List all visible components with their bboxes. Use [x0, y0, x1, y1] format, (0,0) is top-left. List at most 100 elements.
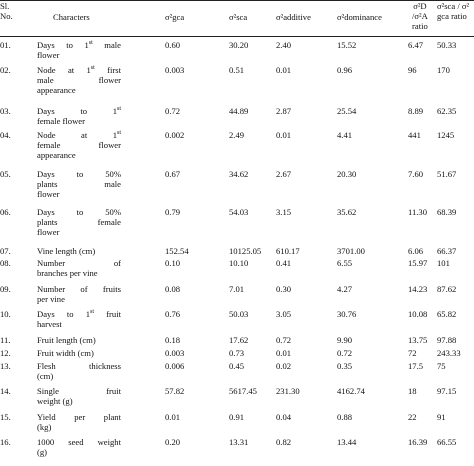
cell-characters-line: Number of fruits [37, 284, 121, 294]
cell-sca: 54.03 [229, 207, 249, 217]
cell-characters: Days to 1st female flower [37, 106, 121, 126]
cell-gca: 0.72 [165, 106, 181, 116]
cell-characters-line: appearance [37, 85, 76, 96]
cell-gca: 0.01 [165, 412, 181, 422]
cell-characters: Vine length (cm) [37, 246, 95, 256]
cell-ratio-da: 72 [408, 348, 417, 358]
cell-characters-line: Yield per plant [37, 412, 121, 422]
cell-dominance: 15.52 [337, 40, 357, 50]
cell-characters-line: (cm) [37, 371, 54, 382]
cell-characters: Number of branches per vine [37, 258, 121, 278]
cell-characters-line: Number of [37, 258, 121, 268]
cell-sca: 0.45 [229, 361, 245, 371]
cell-sca: 7.01 [229, 284, 245, 294]
cell-ratio-sca-gca: 66.55 [437, 437, 457, 447]
col-header-sl-line: No. [0, 11, 13, 22]
cell-additive: 0.82 [276, 437, 292, 447]
cell-characters-line: Days to 1st [37, 106, 121, 116]
cell-ratio-sca-gca: 97.15 [437, 386, 457, 396]
cell-dominance: 3701.00 [337, 246, 365, 256]
cell-characters-line: appearance [37, 150, 76, 161]
cell-dominance: 6.55 [337, 258, 353, 268]
cell-additive: 0.30 [276, 284, 292, 294]
cell-additive: 0.01 [276, 65, 292, 75]
cell-sl: 12. [0, 348, 11, 358]
cell-characters-line: Vine length (cm) [37, 246, 96, 256]
cell-ratio-da: 96 [408, 65, 417, 75]
cell-additive: 2.67 [276, 169, 292, 179]
cell-characters: Number of fruits per vine [37, 284, 121, 304]
cell-dominance: 25.54 [337, 106, 357, 116]
cell-sl: 16. [0, 437, 11, 447]
col-header-characters: Characters [53, 12, 90, 22]
cell-dominance: 13.44 [337, 437, 357, 447]
cell-additive: 231.30 [276, 386, 300, 396]
cell-characters-line: Fruit width (cm) [37, 348, 94, 358]
cell-ratio-da: 6.06 [408, 246, 424, 256]
cell-sca: 44.89 [229, 106, 249, 116]
cell-sca: 10125.05 [229, 246, 262, 256]
cell-characters: Fruit width (cm) [37, 348, 94, 358]
cell-gca: 0.79 [165, 207, 181, 217]
header-bottom-rule [0, 36, 474, 37]
cell-gca: 0.76 [165, 309, 181, 319]
cell-gca: 0.08 [165, 284, 181, 294]
cell-sl: 15. [0, 412, 11, 422]
cell-characters-line: female flower [37, 116, 85, 127]
cell-characters-line: branches per vine [37, 268, 98, 279]
cell-gca: 0.10 [165, 258, 181, 268]
cell-ratio-sca-gca: 243.33 [437, 348, 461, 358]
cell-characters-line: flower [37, 50, 60, 61]
cell-characters-line: Days to 50% [37, 207, 121, 217]
cell-additive: 3.15 [276, 207, 292, 217]
col-header-additive: σ²additive [276, 12, 311, 22]
cell-sca: 0.91 [229, 412, 245, 422]
cell-gca: 0.20 [165, 437, 181, 447]
cell-ratio-da: 22 [408, 412, 417, 422]
cell-characters-line: Days to 1st fruit [37, 309, 121, 319]
cell-sl: 03. [0, 106, 11, 116]
cell-additive: 0.04 [276, 412, 292, 422]
cell-sca: 10.10 [229, 258, 249, 268]
col-header-ratio-da: σ²D /σ²A ratio [412, 1, 428, 32]
cell-sca: 50.03 [229, 309, 249, 319]
cell-characters-line: per vine [37, 294, 65, 305]
cell-sl: 04. [0, 130, 11, 140]
cell-characters-line: Node at 1st first [37, 65, 121, 75]
cell-gca: 0.006 [165, 361, 185, 371]
cell-characters: Days to 50% plants male flower [37, 169, 121, 200]
col-header-sl: Sl. No. [0, 1, 13, 21]
cell-sca: 5617.45 [229, 386, 257, 396]
cell-sca: 34.62 [229, 169, 249, 179]
cell-sca: 0.73 [229, 348, 245, 358]
cell-characters: Fruit length (cm) [37, 335, 96, 345]
cell-ratio-sca-gca: 87.62 [437, 284, 457, 294]
cell-additive: 0.01 [276, 348, 292, 358]
cell-additive: 0.01 [276, 130, 292, 140]
col-header-ratio-sca-gca-line: gca ratio [437, 11, 467, 22]
cell-characters-line: male flower [37, 75, 121, 86]
cell-additive: 0.02 [276, 361, 292, 371]
cell-ratio-sca-gca: 50.33 [437, 40, 457, 50]
cell-dominance: 0.72 [337, 348, 353, 358]
cell-sca: 0.51 [229, 65, 245, 75]
cell-additive: 610.17 [276, 246, 300, 256]
cell-characters: Single fruit weight (g) [37, 386, 121, 406]
cell-dominance: 4.41 [337, 130, 353, 140]
cell-characters: 1000 seed weight (g) [37, 437, 121, 457]
cell-characters-line: plants male [37, 179, 121, 190]
cell-characters-line: plants female [37, 217, 121, 228]
cell-ratio-da: 8.89 [408, 106, 424, 116]
cell-dominance: 9.90 [337, 335, 353, 345]
cell-characters-line: flower [37, 227, 60, 238]
cell-sl: 07. [0, 246, 11, 256]
cell-sca: 13.31 [229, 437, 249, 447]
cell-ratio-sca-gca: 101 [437, 258, 450, 268]
cell-ratio-sca-gca: 170 [437, 65, 450, 75]
cell-ratio-sca-gca: 65.82 [437, 309, 457, 319]
cell-dominance: 35.62 [337, 207, 357, 217]
cell-ratio-sca-gca: 66.37 [437, 246, 457, 256]
cell-characters: Node at 1st first male flower appearance [37, 65, 121, 96]
col-header-ratio-sca-gca-line: σ²sca / σ² [437, 1, 470, 11]
cell-characters-line: Days to 50% [37, 169, 121, 179]
